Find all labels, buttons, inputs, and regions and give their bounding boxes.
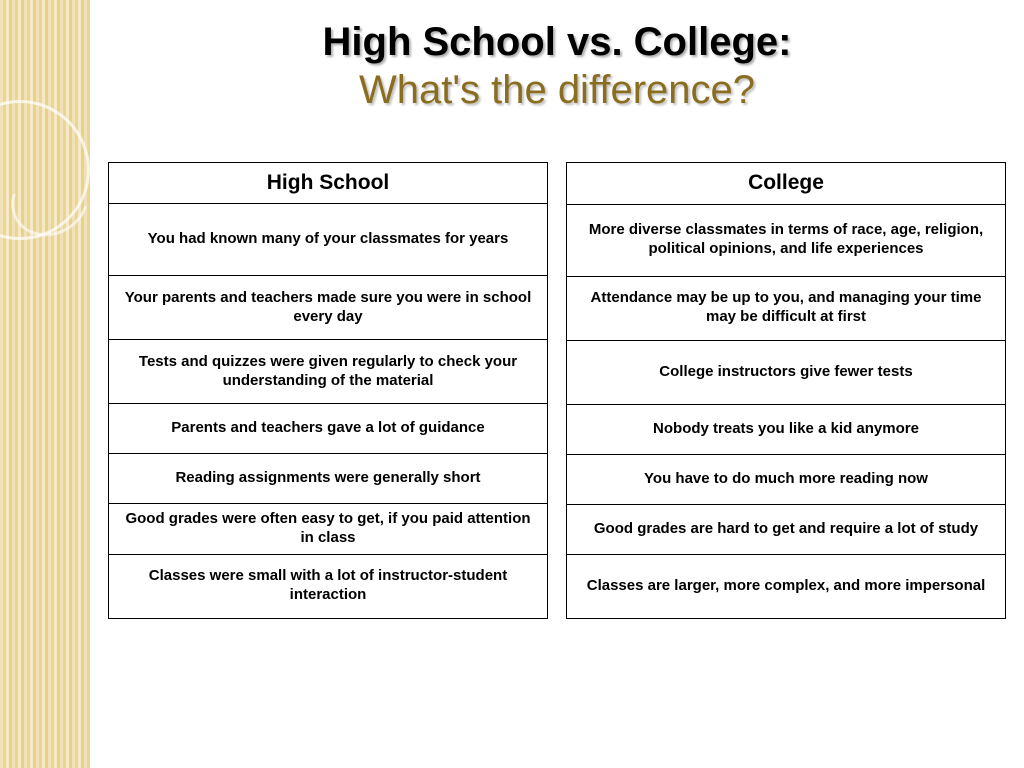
table-row: Nobody treats you like a kid anymore <box>567 404 1006 454</box>
table-row: You had known many of your classmates fo… <box>109 204 548 276</box>
table-row: Reading assignments were generally short <box>109 454 548 504</box>
table-header: High School <box>109 163 548 204</box>
table-row: Good grades are hard to get and require … <box>567 504 1006 554</box>
table-row: College instructors give fewer tests <box>567 340 1006 404</box>
table-row: You have to do much more reading now <box>567 454 1006 504</box>
table-row: Classes are larger, more complex, and mo… <box>567 554 1006 618</box>
table-row: More diverse classmates in terms of race… <box>567 204 1006 276</box>
college-table: College More diverse classmates in terms… <box>566 162 1006 619</box>
comparison-tables: High School You had known many of your c… <box>90 162 1024 619</box>
slide-content: High School vs. College: What's the diff… <box>90 0 1024 768</box>
table-row: Parents and teachers gave a lot of guida… <box>109 404 548 454</box>
table-row: Your parents and teachers made sure you … <box>109 276 548 340</box>
table-row: Tests and quizzes were given regularly t… <box>109 340 548 404</box>
title-subtitle: What's the difference? <box>359 68 755 112</box>
table-row: Good grades were often easy to get, if y… <box>109 504 548 555</box>
decorative-sidebar <box>0 0 90 768</box>
title-main: High School vs. College: <box>323 20 792 64</box>
table-row: Attendance may be up to you, and managin… <box>567 276 1006 340</box>
slide-title: High School vs. College: What's the diff… <box>90 0 1024 114</box>
table-header: College <box>567 163 1006 205</box>
table-row: Classes were small with a lot of instruc… <box>109 554 548 618</box>
high-school-table: High School You had known many of your c… <box>108 162 548 619</box>
